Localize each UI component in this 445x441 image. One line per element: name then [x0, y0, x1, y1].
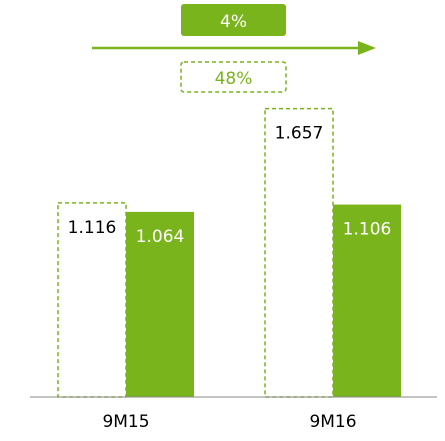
solid-growth-annotation: 4%: [181, 4, 286, 36]
outline-growth-annotation: 48%: [180, 61, 287, 93]
x-tick-labels: 9M15 9M16: [102, 412, 356, 432]
solid-growth-badge: [181, 4, 286, 36]
bar-outline-value-9M15: 1.116: [68, 218, 117, 238]
bar-solid-9M15: [126, 211, 194, 397]
bar-solid-value-9M16: 1.106: [343, 220, 392, 240]
x-tick-label-9M16: 9M16: [309, 412, 356, 432]
bar-outline-9M16: [264, 107, 334, 398]
x-tick-label-9M15: 9M15: [102, 412, 149, 432]
outline-growth-label: 48%: [215, 69, 253, 89]
bars-layer: 1.116 1.064 1.657 1.106: [57, 107, 401, 398]
growth-arrow: [92, 41, 376, 55]
bar-solid-value-9M15: 1.064: [136, 227, 185, 247]
outline-growth-badge: [180, 61, 287, 93]
bar-solid-9M16: [333, 204, 401, 397]
solid-growth-label: 4%: [220, 12, 247, 32]
growth-arrow-head: [358, 41, 376, 55]
bar-outline-value-9M16: 1.657: [275, 124, 324, 144]
